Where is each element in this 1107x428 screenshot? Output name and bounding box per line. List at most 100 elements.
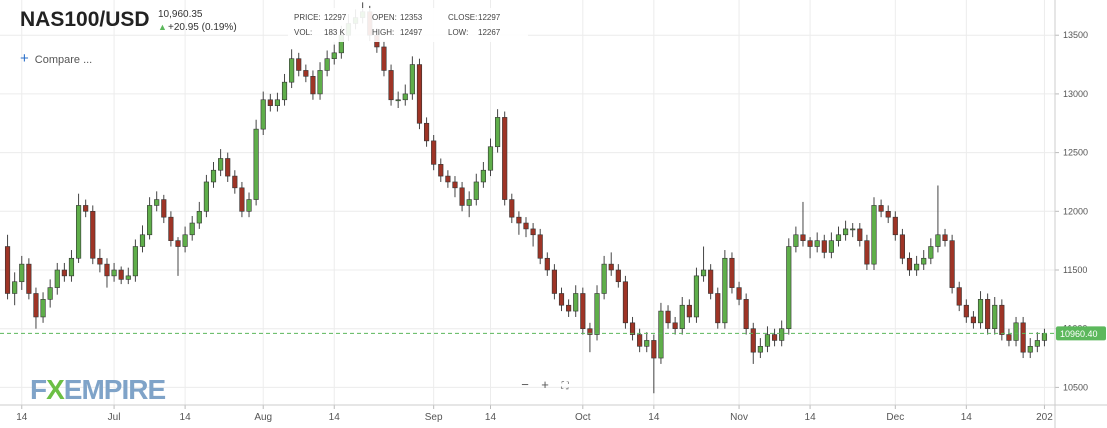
fullscreen[interactable]: ⛶: [561, 381, 569, 392]
candle-body: [203, 181, 209, 212]
candle-body: [807, 240, 813, 247]
candle-body: [921, 257, 927, 265]
x-tick-label: 14: [180, 412, 192, 423]
tooltip-label: HIGH:: [372, 28, 395, 37]
candle-body: [629, 322, 636, 335]
candle-body: [970, 316, 977, 324]
candle-body: [1006, 334, 1012, 341]
candle-body: [992, 304, 998, 329]
y-tick-label: 11500: [1063, 265, 1087, 275]
x-tick-label: 14: [648, 412, 660, 423]
candle-body: [764, 334, 771, 347]
logo-part: F: [30, 374, 47, 405]
zoom-out[interactable]: −: [521, 377, 529, 392]
candle-body: [246, 199, 252, 212]
candle-body: [843, 228, 849, 236]
candle-body: [594, 293, 600, 335]
compare-button[interactable]: + Compare ...: [20, 50, 93, 67]
x-tick-label: Aug: [254, 412, 272, 423]
candle-body: [566, 304, 572, 312]
candle-body: [615, 269, 621, 283]
candle-body: [175, 240, 181, 247]
candle-body: [622, 281, 629, 324]
candle-body: [395, 99, 401, 102]
x-tick-label: 202: [1036, 412, 1053, 423]
candle-body: [189, 222, 195, 236]
tooltip-value: 183 K: [324, 28, 345, 37]
candle-body: [90, 211, 96, 259]
candle-body: [289, 58, 295, 83]
tooltip-value: 12297: [324, 13, 347, 22]
candle-body: [892, 216, 898, 236]
candle-body: [665, 310, 671, 324]
candle-body: [530, 228, 536, 236]
candle-body: [999, 304, 1005, 335]
y-tick-label: 12500: [1063, 148, 1088, 158]
candle-body: [779, 328, 785, 341]
x-tick-label: Jul: [108, 412, 121, 423]
candle-body: [253, 128, 259, 200]
candle-body: [75, 205, 82, 259]
candle-body: [125, 275, 131, 280]
candle-body: [956, 287, 962, 306]
x-tick-label: 14: [805, 412, 817, 423]
candle-body: [19, 263, 25, 283]
x-tick-label: 14: [485, 412, 497, 423]
candle-body: [850, 228, 856, 231]
candle-body: [743, 299, 749, 329]
candle-body: [537, 234, 543, 259]
candle-body: [963, 304, 969, 318]
x-tick-label: 14: [16, 412, 28, 423]
x-tick-label: Oct: [575, 412, 591, 423]
candle-body: [147, 205, 153, 236]
y-tick-label: 13000: [1063, 89, 1088, 99]
candle-body: [317, 70, 323, 95]
candle-body: [821, 240, 827, 253]
candle-body: [523, 222, 529, 230]
x-tick-label: 14: [329, 412, 341, 423]
candle-body: [239, 187, 245, 212]
candle-body: [445, 175, 451, 183]
candle-body: [480, 169, 486, 183]
candle-body: [1020, 322, 1026, 353]
candle-body: [679, 304, 685, 329]
candle-body: [693, 275, 700, 318]
up-arrow: ▲: [158, 22, 167, 32]
candle-body: [139, 234, 146, 247]
tooltip-value: 12297: [478, 13, 501, 22]
zoom-in[interactable]: +: [541, 377, 549, 392]
candle-body: [708, 269, 714, 294]
candle-body: [899, 234, 905, 259]
last-price-box: [1056, 326, 1106, 341]
candle-body: [906, 257, 913, 271]
candle-body: [431, 140, 437, 165]
candle-body: [878, 205, 884, 212]
candle-body: [601, 263, 607, 294]
candle-body: [573, 293, 579, 312]
candle-body: [61, 269, 67, 277]
candle-body: [658, 310, 664, 359]
candle-body: [914, 263, 920, 271]
tooltip-value: 12267: [478, 28, 501, 37]
last-price: 10,960.35: [158, 9, 203, 20]
tooltip-label: OPEN:: [372, 13, 397, 22]
candle-body: [729, 257, 735, 288]
candle-body: [644, 340, 650, 347]
candle-body: [885, 211, 891, 218]
y-tick-label: 12000: [1063, 206, 1088, 216]
candle-body: [1034, 340, 1040, 347]
last-price-label: 10960.40: [1060, 329, 1098, 339]
candle-body: [949, 240, 955, 288]
candle-body: [452, 181, 458, 189]
x-tick-label: Nov: [730, 412, 748, 423]
candle-body: [1041, 333, 1048, 341]
candle-body: [651, 340, 657, 359]
candle-body: [502, 117, 508, 200]
logo: FXEMPIRE: [30, 374, 166, 406]
candle-body: [225, 158, 231, 177]
candle-body: [985, 299, 991, 329]
candle-body: [47, 287, 53, 300]
logo-part: EMPIRE: [63, 374, 166, 405]
candle-body: [12, 281, 18, 294]
